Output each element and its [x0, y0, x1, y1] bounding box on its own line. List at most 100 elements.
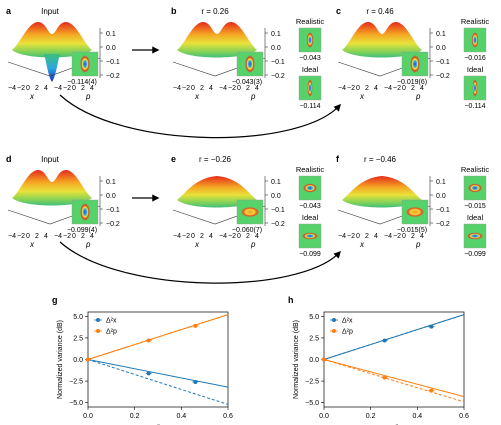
- panel-letter: f: [336, 154, 340, 164]
- comparison-thumbs: Realistic −0.043 Ideal −0.114: [296, 17, 325, 110]
- inset-heatmap: [71, 51, 99, 77]
- x-tick-label: −2: [347, 85, 355, 92]
- inset-blob: [406, 207, 424, 217]
- chart-h: h 0.0 0.2 0.4 0.6 −5.0 −2.5 0.0 2.5 5.0 −r Normaliz…: [288, 295, 469, 425]
- z-tick-label: −0.2: [106, 221, 120, 228]
- realistic-label: Realistic: [461, 165, 490, 174]
- x-tick-label: −4: [338, 85, 346, 92]
- y-tick-label: −5.0: [69, 400, 83, 407]
- data-point: [429, 324, 434, 329]
- p-tick-label: −2: [228, 85, 236, 92]
- panel-letter: b: [171, 6, 177, 16]
- z-tick-label: 0.0: [436, 45, 446, 52]
- p-tick-label: 0: [72, 85, 76, 92]
- series-0: Δ²x: [321, 314, 465, 362]
- x-axis-label: r: [157, 422, 160, 425]
- x-tick-label: 0.4: [412, 413, 422, 420]
- panel-letter: a: [6, 6, 12, 16]
- flow-arrows: [59, 46, 341, 284]
- p-tick-label: 4: [90, 85, 94, 92]
- p-tick-label: −2: [63, 85, 71, 92]
- x-tick-label: 2: [35, 233, 39, 240]
- inset-value: −0.114(4): [67, 79, 97, 86]
- data-point: [193, 379, 198, 384]
- y-tick-label: −5.0: [305, 400, 319, 407]
- legend-label: Δ²p: [106, 329, 117, 336]
- y-tick-label: −2.5: [305, 379, 319, 386]
- x-tick-label: 0.0: [83, 413, 93, 420]
- panel-letter: e: [171, 154, 176, 164]
- y-tick-label: 0.0: [309, 357, 319, 364]
- z-tick-label: 0.0: [436, 193, 446, 200]
- p-tick-label: −4: [219, 85, 227, 92]
- legend-marker: [96, 329, 100, 333]
- comparison-thumbs: Realistic −0.015 Ideal −0.099: [461, 165, 490, 258]
- panel-title: Input: [41, 7, 60, 16]
- z-tick-label: 0.0: [271, 193, 281, 200]
- p-tick-label: −4: [54, 85, 62, 92]
- legend-label: Δ²p: [342, 329, 353, 336]
- inset-blob: [80, 55, 90, 73]
- p-tick-label: 2: [246, 233, 250, 240]
- p-tick-label: 0: [237, 233, 241, 240]
- data-point: [146, 371, 151, 376]
- x-tick-label: 0: [191, 85, 195, 92]
- x-tick-label: 2: [35, 85, 39, 92]
- p-tick-label: −2: [393, 233, 401, 240]
- x-tick-label: 2: [200, 233, 204, 240]
- inset-value: −0.019(6): [397, 79, 427, 86]
- legend-marker: [96, 318, 100, 322]
- z-tick-label: −0.1: [271, 59, 285, 66]
- series-1: Δ²p: [85, 314, 229, 362]
- ideal-value: −0.099: [464, 251, 486, 258]
- p-tick-label: 0: [72, 233, 76, 240]
- p-tick-label: −2: [63, 233, 71, 240]
- data-point: [322, 357, 326, 362]
- p-tick-label: −2: [228, 233, 236, 240]
- z-tick-label: 0.1: [436, 31, 446, 38]
- wigner-surface: [342, 22, 422, 58]
- y-axis-label: Normalized variance (dB): [293, 320, 300, 399]
- ideal-blob: [472, 79, 478, 97]
- series-1: Δ²p: [321, 329, 465, 403]
- wigner-surface: [342, 176, 422, 208]
- y-tick-label: 2.5: [73, 335, 83, 342]
- x-tick-label: 0: [356, 85, 360, 92]
- p-axis-label: p: [250, 240, 256, 249]
- z-tick-label: −0.1: [436, 207, 450, 214]
- z-tick-label: 0.1: [106, 179, 116, 186]
- p-tick-label: −4: [384, 233, 392, 240]
- comparison-thumbs: Realistic −0.043 Ideal −0.099: [296, 165, 325, 258]
- ideal-label: Ideal: [302, 65, 319, 74]
- x-tick-label: 2: [365, 233, 369, 240]
- x-tick-label: 0.2: [130, 413, 140, 420]
- data-point: [382, 338, 387, 343]
- arrow-d-to-f: [59, 241, 341, 284]
- wigner-surface: [12, 22, 92, 58]
- wigner-surface: [177, 22, 257, 58]
- p-tick-label: 4: [90, 233, 94, 240]
- p-tick-label: −4: [54, 233, 62, 240]
- x-axis-label: −r: [390, 422, 398, 425]
- realistic-blob: [468, 183, 482, 193]
- inset-blob: [410, 55, 420, 73]
- inset-value: −0.043(3): [232, 79, 262, 86]
- x-tick-label: 0.6: [223, 413, 233, 420]
- ideal-value: −0.114: [299, 103, 320, 110]
- realistic-value: −0.043: [299, 203, 321, 210]
- wigner-surface: [12, 170, 92, 206]
- panel-title: r = 0.46: [366, 7, 394, 16]
- x-tick-label: −4: [338, 233, 346, 240]
- y-tick-label: 5.0: [73, 314, 83, 321]
- z-tick-label: 0.1: [436, 179, 446, 186]
- z-tick-label: 0.0: [271, 45, 281, 52]
- ideal-blob: [307, 79, 313, 97]
- z-tick-label: −0.2: [271, 221, 285, 228]
- data-point: [146, 338, 151, 343]
- data-point: [382, 375, 387, 380]
- x-axis-label: x: [194, 92, 200, 101]
